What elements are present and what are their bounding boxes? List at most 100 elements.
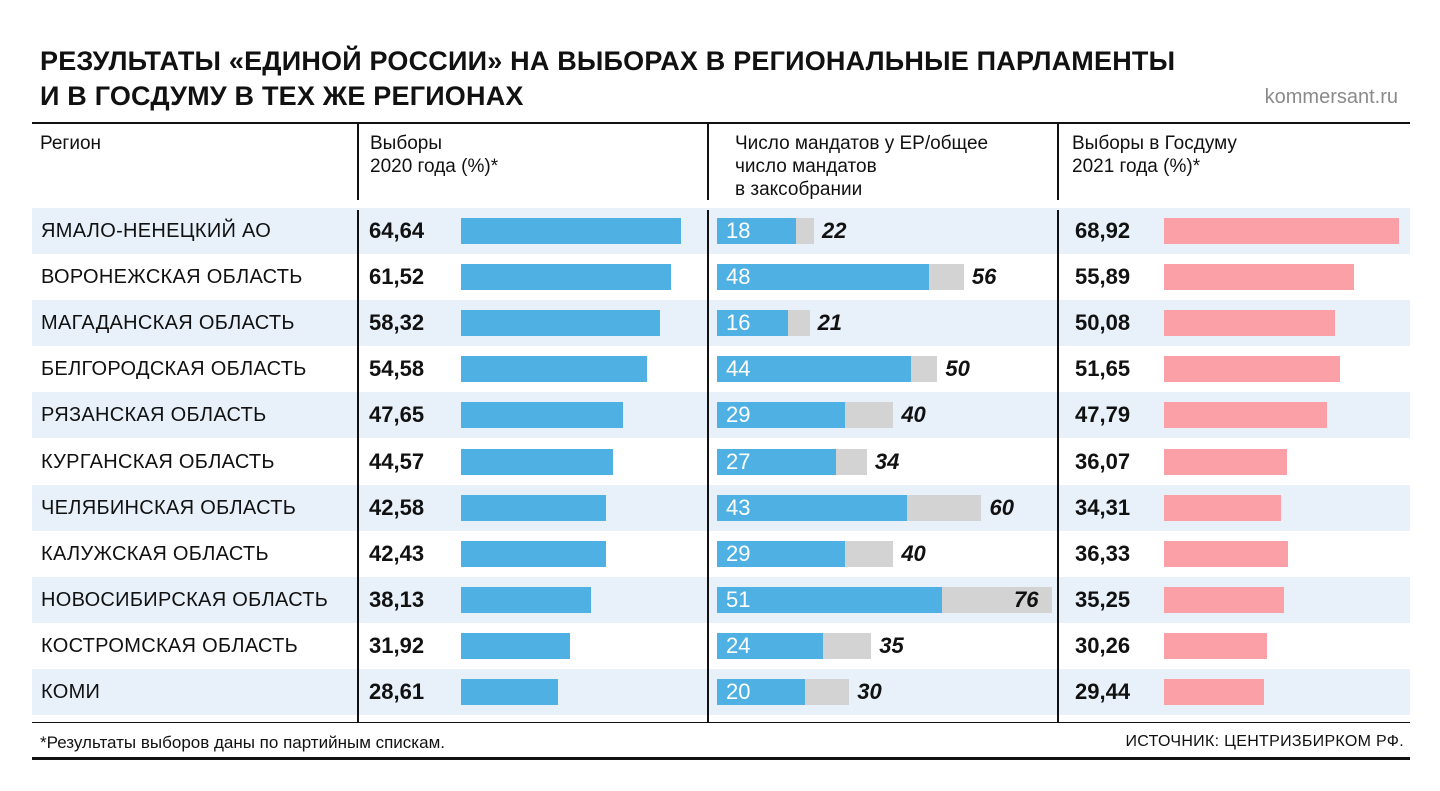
seats-total-value: 56 bbox=[971, 264, 997, 290]
table-row: Воронежская область 61,52 48 56 55,89 bbox=[32, 254, 1410, 300]
footnote: *Результаты выборов даны по партийным сп… bbox=[40, 733, 445, 752]
value-2020: 31,92 bbox=[369, 632, 425, 658]
bar-2020 bbox=[461, 679, 559, 705]
value-2020: 44,57 bbox=[369, 448, 425, 474]
value-2021: 30,26 bbox=[1075, 632, 1131, 658]
seats-total-value: 40 bbox=[901, 402, 926, 428]
header-divider-2 bbox=[707, 124, 709, 200]
header-seats-line1: Число мандатов у ЕР/общее bbox=[735, 133, 989, 154]
header-seats-line3: в заксобрании bbox=[735, 179, 863, 200]
value-2021: 50,08 bbox=[1075, 310, 1131, 336]
value-2021: 47,79 bbox=[1075, 402, 1131, 428]
seats-er-value: 20 bbox=[726, 679, 751, 704]
value-2021: 35,25 bbox=[1075, 586, 1131, 612]
header-elections-2020-line2: 2020 года (%)* bbox=[370, 156, 499, 177]
value-2020: 61,52 bbox=[369, 264, 425, 290]
seats-total-value: 50 bbox=[945, 356, 970, 382]
region-name: Калужская область bbox=[41, 542, 269, 565]
value-2020: 58,32 bbox=[369, 310, 425, 336]
bar-seats-er bbox=[717, 218, 797, 244]
bar-2020 bbox=[461, 402, 624, 429]
bar-2020 bbox=[461, 356, 647, 383]
value-2020: 42,43 bbox=[369, 540, 425, 566]
value-2021: 34,31 bbox=[1075, 494, 1131, 520]
region-name: Белгородская область bbox=[41, 358, 307, 381]
region-name: Воронежская область bbox=[41, 266, 303, 289]
value-2021: 55,89 bbox=[1075, 264, 1131, 290]
value-2021: 36,07 bbox=[1075, 448, 1131, 474]
bar-2021 bbox=[1164, 540, 1288, 567]
seats-total-value: 35 bbox=[879, 632, 904, 658]
seats-total-value: 22 bbox=[821, 218, 847, 243]
value-2020: 54,58 bbox=[369, 356, 425, 382]
chart-title: Результаты «Единой России» на выборах в … bbox=[40, 44, 1175, 114]
bar-seats-er bbox=[717, 264, 929, 291]
bar-2020 bbox=[461, 540, 606, 567]
region-name: Магаданская область bbox=[41, 312, 295, 335]
seats-total-value: 76 bbox=[1014, 586, 1039, 612]
seats-er-value: 18 bbox=[726, 218, 751, 243]
seats-total-value: 21 bbox=[817, 310, 843, 336]
header-duma-2021: Выборы в Госдуму 2021 года (%)* bbox=[1072, 132, 1237, 178]
value-2020: 64,64 bbox=[369, 218, 425, 243]
value-2021: 29,44 bbox=[1075, 679, 1131, 704]
seats-er-value: 44 bbox=[726, 356, 751, 382]
seats-er-value: 43 bbox=[726, 494, 751, 520]
seats-total-value: 30 bbox=[857, 679, 882, 704]
bar-seats-er bbox=[717, 356, 911, 383]
column-divider-1 bbox=[357, 210, 359, 722]
region-name: Челябинская область bbox=[41, 496, 297, 519]
table-row: Новосибирская область 38,13 51 76 35,25 bbox=[32, 576, 1410, 623]
seats-er-value: 16 bbox=[726, 310, 751, 336]
bar-2021 bbox=[1164, 218, 1399, 244]
header-duma-2021-line2: 2021 года (%)* bbox=[1072, 156, 1201, 177]
bar-2021 bbox=[1164, 402, 1327, 429]
site-label: kommersant.ru bbox=[1264, 86, 1398, 108]
seats-er-value: 27 bbox=[726, 448, 751, 474]
table-row: Коми 28,61 20 30 29,44 bbox=[32, 669, 1410, 715]
bar-2020 bbox=[461, 448, 613, 475]
bar-2021 bbox=[1164, 632, 1268, 659]
bar-2021 bbox=[1164, 586, 1285, 613]
bar-2020 bbox=[461, 264, 671, 291]
bar-seats-er bbox=[717, 540, 845, 567]
bar-seats-er bbox=[717, 448, 836, 475]
title-line-2: и в Госдуму в тех же регионах bbox=[40, 81, 524, 111]
bar-seats-er bbox=[717, 679, 806, 705]
bar-2021 bbox=[1164, 494, 1281, 521]
region-name: Ямало-Ненецкий АО bbox=[41, 220, 272, 242]
seats-er-value: 24 bbox=[726, 632, 751, 658]
column-divider-2 bbox=[707, 210, 709, 722]
header-duma-2021-line1: Выборы в Госдуму bbox=[1072, 133, 1237, 154]
table-row: Калужская область 42,43 29 40 36,33 bbox=[32, 531, 1410, 577]
seats-er-value: 48 bbox=[726, 264, 751, 290]
table-row: Рязанская область 47,65 29 40 47,79 bbox=[32, 392, 1410, 439]
bottom-rule bbox=[32, 757, 1410, 760]
bar-2020 bbox=[461, 310, 660, 337]
seats-er-value: 51 bbox=[726, 586, 751, 612]
value-2020: 42,58 bbox=[369, 494, 425, 520]
bar-seats-er bbox=[717, 586, 942, 613]
value-2021: 36,33 bbox=[1075, 540, 1131, 566]
bar-2020 bbox=[461, 494, 607, 521]
header-divider-1 bbox=[357, 124, 359, 200]
footer-rule bbox=[32, 722, 1410, 723]
region-name: Новосибирская область bbox=[41, 588, 329, 611]
table-row: Магаданская область 58,32 16 21 50,08 bbox=[32, 300, 1410, 347]
bar-seats-er bbox=[717, 494, 907, 521]
value-2021: 68,92 bbox=[1075, 218, 1131, 243]
value-2020: 38,13 bbox=[369, 586, 425, 612]
bar-2020 bbox=[461, 632, 570, 659]
table-row: Костромская область 31,92 24 35 30,26 bbox=[32, 623, 1410, 669]
bar-2021 bbox=[1164, 679, 1265, 705]
seats-total-value: 40 bbox=[901, 540, 926, 566]
table-row: Курганская область 44,57 27 34 36,07 bbox=[32, 439, 1410, 485]
bar-2020 bbox=[461, 586, 591, 613]
bar-seats-er bbox=[717, 310, 788, 337]
source-label: Источник: Центризбирком РФ. bbox=[1125, 733, 1404, 750]
header-top-rule bbox=[32, 122, 1410, 124]
header-seats: Число мандатов у ЕР/общее число мандатов… bbox=[735, 132, 988, 201]
region-name: Коми bbox=[41, 681, 101, 703]
seats-er-value: 29 bbox=[726, 402, 751, 428]
bar-2020 bbox=[461, 218, 682, 244]
